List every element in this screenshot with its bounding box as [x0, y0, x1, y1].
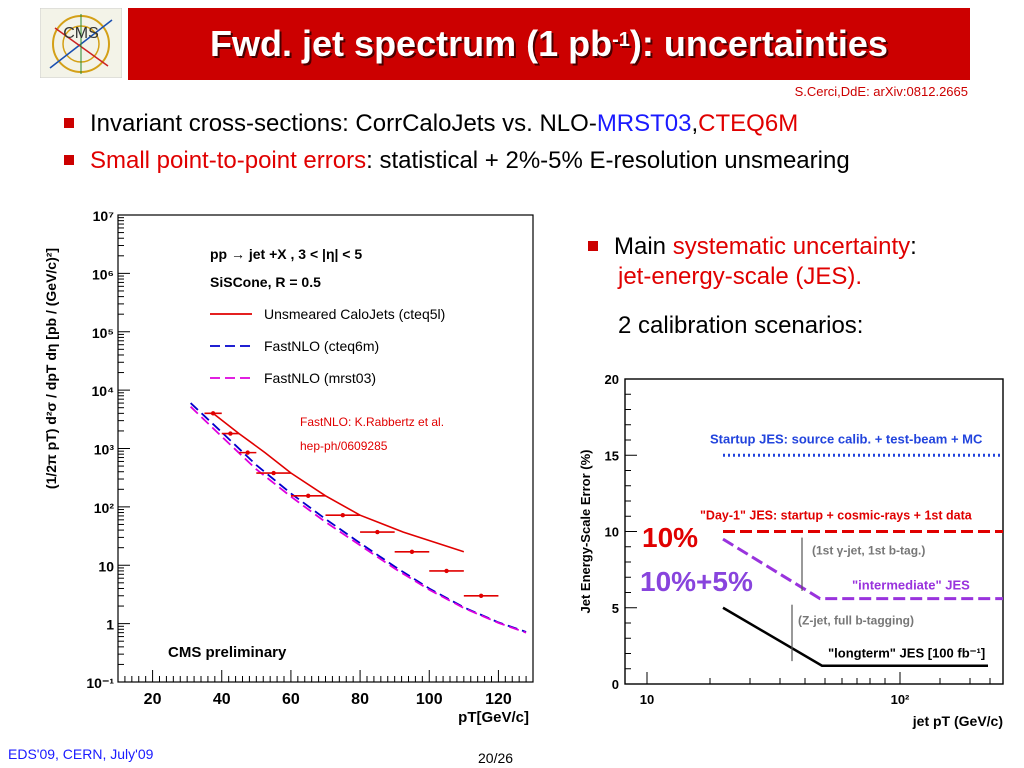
data-point	[444, 568, 449, 574]
legend-entry: Unsmeared CaloJets (cteq5l)	[264, 306, 445, 322]
data-point	[245, 450, 250, 455]
data-point	[340, 513, 345, 518]
x-tick-label: 80	[351, 691, 369, 708]
x-axis-label: pT[GeV/c]	[458, 709, 529, 725]
legend-entry: FastNLO (cteq6m)	[264, 338, 379, 354]
data-point	[228, 431, 233, 436]
y-tick-label: 10⁴	[92, 383, 115, 399]
x-tick-label: 60	[282, 691, 300, 708]
x-tick-label: 120	[485, 691, 512, 708]
title-bar	[128, 8, 970, 80]
curve-unsmeared-calojets	[212, 412, 465, 553]
y-tick-label: 10	[98, 558, 114, 574]
legend-title: pp → jet +X , 3 < |η| < 5	[210, 246, 362, 262]
y-tick-label: 10	[605, 525, 619, 540]
x-tick-label: 10²	[891, 692, 910, 707]
x-tick-label: 20	[144, 691, 162, 708]
label-10-plus-5-percent: 10%+5%	[640, 566, 753, 597]
line-intermediate-jes	[722, 537, 1003, 601]
label-10-percent: 10%	[642, 522, 699, 553]
page-title: Fwd. jet spectrum (1 pb -1): uncertaintie…	[210, 23, 888, 64]
annotation-z-jet: (Z-jet, full b-tagging)	[798, 614, 914, 628]
y-tick-label: 10⁵	[92, 325, 114, 341]
annotation-gamma-jet: (1st γ-jet, 1st b-tag.)	[812, 543, 925, 557]
curve-fastnlo-cteq6m	[190, 402, 527, 633]
reference-citation: S.Cerci,DdE: arXiv:0812.2665	[794, 84, 968, 99]
x-tick-label: 10	[640, 692, 654, 707]
y-tick-label: 0	[612, 677, 619, 692]
footer-conference: EDS'09, CERN, July'09	[8, 746, 154, 762]
cms-logo: CMS	[39, 7, 123, 79]
y-tick-label: 10⁻¹	[86, 675, 114, 691]
y-tick-label: 1	[106, 617, 114, 633]
label-longterm-jes: "longterm" JES [100 fb⁻¹]	[828, 646, 985, 661]
spectrum-data-points	[204, 411, 499, 598]
page-number: 20/26	[478, 750, 514, 766]
label-day1-jes: "Day-1" JES: startup + cosmic-rays + 1st…	[700, 509, 973, 523]
y-tick-label: 10²	[94, 500, 115, 516]
x-tick-label: 40	[213, 691, 231, 708]
y-tick-label: 10³	[94, 442, 115, 458]
line-longterm-jes	[722, 606, 988, 667]
curve-fastnlo-mrst03	[190, 406, 527, 634]
y-tick-label: 10⁷	[93, 208, 115, 224]
bullet-square-icon	[64, 154, 74, 165]
annotation-fastnlo-ref: FastNLO: K.Rabbertz et al.	[300, 415, 444, 429]
x-tick-label: 100	[416, 691, 443, 708]
label-startup-jes: Startup JES: source calib. + test-beam +…	[710, 431, 983, 446]
bullet-square-icon	[64, 117, 74, 128]
bullet-systematic: Main systematic uncertainty: jet-energy-…	[588, 232, 917, 292]
svg-text:CMS: CMS	[63, 25, 99, 42]
y-axis-label: (1/2π pT) d²σ / dpT dη [pb / (GeV/c)²]	[43, 248, 59, 489]
data-point	[271, 470, 276, 476]
y-tick-label: 5	[612, 601, 619, 616]
legend-subtitle: SiSCone, R = 0.5	[210, 274, 321, 290]
y-tick-label: 10⁶	[92, 266, 114, 282]
annotation-hep-ph: hep-ph/0609285	[300, 439, 388, 453]
bullet-cross-sections: Invariant cross-sections: CorrCaloJets v…	[64, 110, 798, 138]
legend-entry: FastNLO (mrst03)	[264, 370, 376, 386]
spectrum-curves	[190, 402, 527, 634]
bullet-errors: Small point-to-point errors: statistical…	[64, 147, 850, 175]
y-tick-label: 15	[605, 448, 619, 463]
spectrum-axes	[117, 214, 534, 683]
x-axis-label: jet pT (GeV/c)	[912, 713, 1003, 729]
cms-preliminary-watermark: CMS preliminary	[168, 644, 287, 661]
label-intermediate-jes: "intermediate" JES	[852, 578, 970, 593]
data-point	[478, 593, 484, 598]
data-point	[210, 411, 216, 416]
data-point	[306, 493, 311, 498]
y-tick-label: 20	[605, 372, 619, 387]
calibration-scenarios-label: 2 calibration scenarios:	[618, 312, 864, 339]
y-axis-label: Jet Energy-Scale Error (%)	[578, 449, 593, 613]
data-point	[409, 549, 415, 554]
bullet-square-icon	[588, 240, 598, 251]
data-point	[375, 529, 380, 535]
